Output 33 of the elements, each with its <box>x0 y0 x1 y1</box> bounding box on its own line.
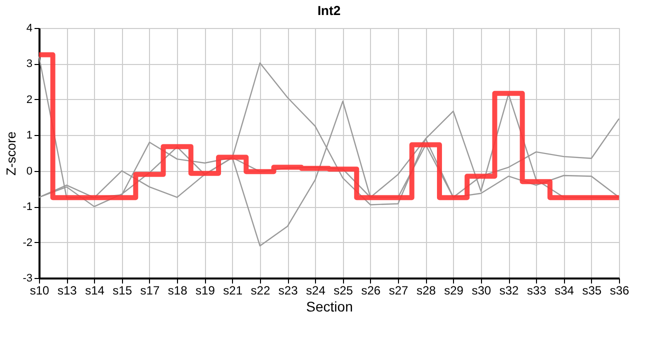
y-tick-label: -2 <box>22 236 32 249</box>
x-tick-label: s28 <box>416 284 436 298</box>
x-tick-label: s36 <box>610 284 630 298</box>
y-tick-label: 1 <box>26 130 32 142</box>
x-tick-label: s23 <box>278 284 298 298</box>
chart-title: Int2 <box>317 3 341 18</box>
x-tick-label: s29 <box>444 284 464 298</box>
x-tick-label: s15 <box>112 284 132 298</box>
y-tick-label: -3 <box>22 272 32 284</box>
x-tick-label: s33 <box>526 284 547 298</box>
y-axis-title: Z-score <box>4 131 19 176</box>
y-tick-label: -1 <box>22 201 32 214</box>
x-axis-title: Section <box>306 298 353 314</box>
x-tick-label: s30 <box>472 284 492 298</box>
x-tick-label: s21 <box>223 284 243 298</box>
x-tick-label: s27 <box>388 284 409 298</box>
x-tick-label: s19 <box>196 284 216 298</box>
y-tick-label: 4 <box>26 22 32 34</box>
x-tick-label: s24 <box>306 284 326 298</box>
x-tick-label: s17 <box>140 284 160 298</box>
x-tick-label: s34 <box>554 284 574 298</box>
x-tick-label: s25 <box>334 284 354 298</box>
y-tick-label: 2 <box>26 94 32 106</box>
y-tick-label: 3 <box>26 58 32 70</box>
x-tick-label: s14 <box>85 284 105 298</box>
x-tick-label: s10 <box>30 284 50 298</box>
y-tick-label: 0 <box>26 165 32 178</box>
x-tick-label: s18 <box>168 284 188 298</box>
x-tick-label: s35 <box>582 284 602 298</box>
x-tick-label: s32 <box>499 284 520 298</box>
x-tick-label: s13 <box>57 284 78 298</box>
x-tick-label: s26 <box>361 284 381 298</box>
x-tick-label: s22 <box>250 284 270 298</box>
